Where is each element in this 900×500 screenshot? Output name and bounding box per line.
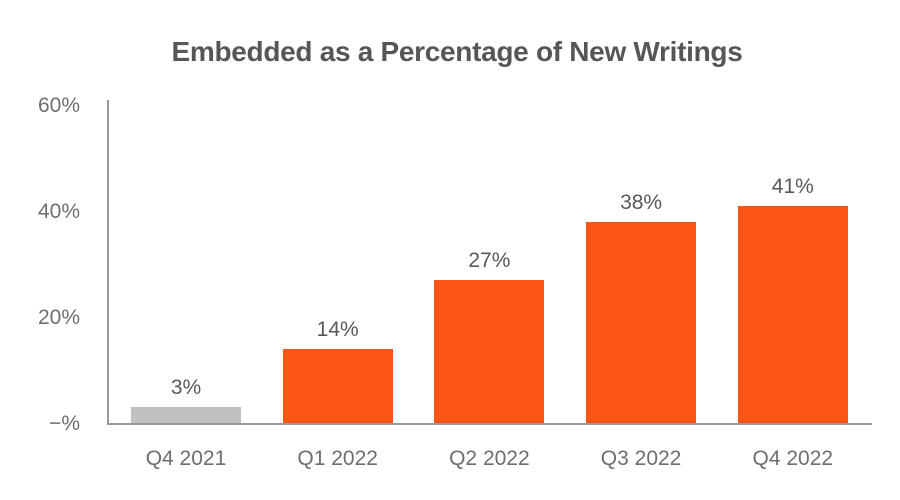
bar-q4-2021 [131, 407, 241, 423]
x-axis-tick-label: Q4 2021 [145, 447, 227, 470]
x-axis-tick-label: Q1 2022 [297, 447, 378, 470]
bar-q3-2022 [586, 222, 697, 423]
bar-value-label: 27% [468, 249, 511, 272]
y-axis-tick-label: −% [49, 412, 80, 435]
y-axis-tick-label: 20% [37, 306, 80, 329]
bar-value-label: 41% [771, 175, 814, 198]
x-axis-tick-label: Q3 2022 [600, 447, 682, 470]
y-axis-tick-label: 60% [37, 94, 80, 117]
bar-value-label: 14% [316, 318, 359, 341]
y-axis-line [107, 100, 109, 425]
bar-q1-2022 [282, 349, 393, 423]
bar-q2-2022 [434, 280, 545, 423]
x-axis-line [107, 423, 872, 425]
x-axis-tick-label: Q2 2022 [449, 447, 530, 470]
bar-q4-2022 [737, 206, 848, 423]
y-axis-tick-label: 40% [37, 200, 80, 223]
chart-title: Embedded as a Percentage of New Writings [171, 36, 743, 67]
x-axis-tick-label: Q4 2022 [752, 447, 834, 470]
bar-value-label: 3% [170, 376, 202, 399]
bar-value-label: 38% [620, 191, 663, 214]
